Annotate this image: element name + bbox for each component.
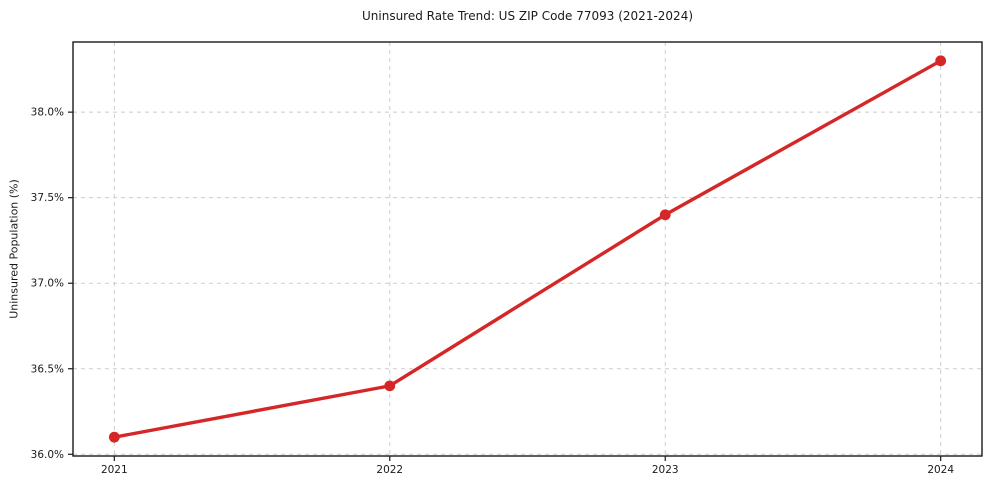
data-point [659,209,671,221]
y-tick-label: 36.0% [31,449,64,461]
y-tick-label: 37.5% [31,192,64,204]
chart-title: Uninsured Rate Trend: US ZIP Code 77093 … [361,9,694,23]
y-tick-label: 37.0% [31,278,64,290]
y-tick-label: 38.0% [31,107,64,119]
x-tick-label: 2022 [376,464,403,476]
data-line [112,59,943,439]
x-tick-label: 2021 [101,464,128,476]
y-tick-label: 36.5% [31,363,64,375]
data-point [384,380,396,392]
data-point [935,55,947,67]
x-tick-label: 2023 [652,464,679,476]
data-point [108,431,120,443]
plot-border [72,41,983,457]
x-tick-label: 2024 [927,464,954,476]
